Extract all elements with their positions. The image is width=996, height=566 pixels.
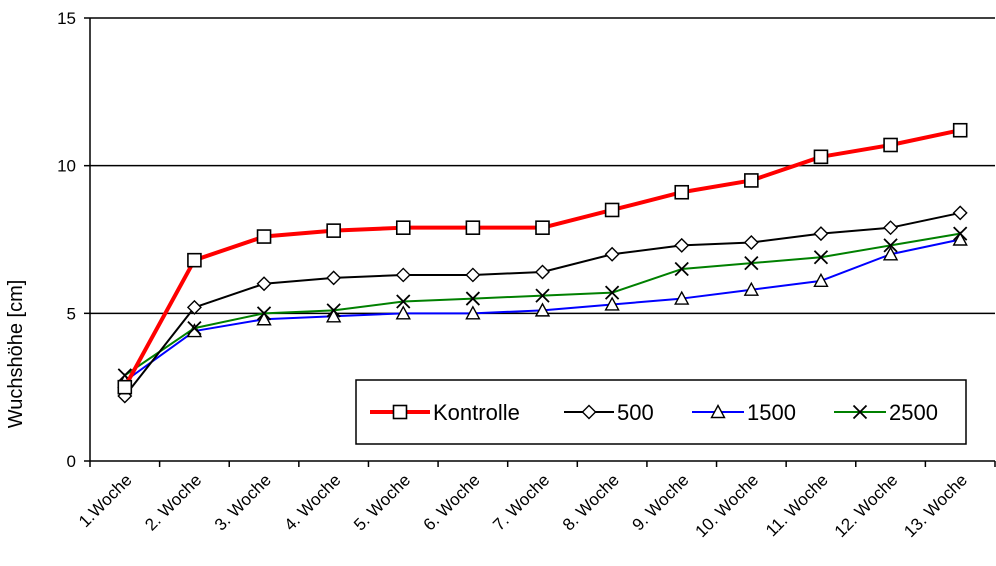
- data-point: [813, 250, 829, 265]
- data-point: [952, 122, 968, 138]
- data-point: [952, 231, 968, 246]
- y-axis-title: Wuchshöhe [cm]: [5, 280, 27, 429]
- legend-item-500: 500: [564, 400, 654, 425]
- data-point: [604, 202, 620, 218]
- data-point: [396, 294, 411, 309]
- data-point: [465, 220, 481, 235]
- x-tick-label: 2. Woche: [141, 470, 205, 534]
- x-tick-label: 3. Woche: [211, 470, 275, 534]
- data-point: [952, 205, 968, 221]
- data-point: [187, 320, 202, 336]
- y-tick-label: 10: [57, 157, 76, 176]
- data-point: [882, 246, 899, 261]
- x-tick-label: 5. Woche: [350, 470, 414, 534]
- data-point: [395, 267, 411, 283]
- legend-item-1500: 1500: [692, 400, 796, 425]
- data-point: [535, 220, 550, 235]
- data-point: [813, 226, 829, 242]
- data-point: [674, 261, 689, 277]
- x-tick-label: 12. Woche: [831, 470, 902, 541]
- x-axis: 1.Woche 2. Woche 3. Woche 4. Woche 5. Woche 6…: [75, 460, 996, 541]
- legend-marker: [392, 404, 408, 420]
- data-point: [813, 149, 829, 165]
- legend-marker: [852, 404, 868, 420]
- data-point: [395, 305, 411, 320]
- y-tick-label: 5: [67, 304, 76, 323]
- data-point: [465, 267, 481, 283]
- data-point: [256, 276, 272, 292]
- data-point: [465, 291, 481, 306]
- x-tick-label: 9. Woche: [629, 470, 693, 534]
- data-point: [604, 246, 620, 262]
- y-axis: 0 5 10 15: [57, 9, 91, 471]
- data-point: [674, 237, 690, 253]
- legend-label: Kontrolle: [433, 400, 520, 425]
- legend-label: 500: [617, 400, 654, 425]
- data-point: [534, 302, 551, 317]
- data-point: [256, 229, 272, 244]
- data-point: [604, 296, 620, 311]
- data-point: [883, 220, 899, 236]
- data-point: [744, 173, 759, 188]
- x-tick-label: 6. Woche: [420, 470, 484, 534]
- data-point: [256, 311, 272, 326]
- data-point: [674, 290, 690, 305]
- x-tick-label: 7. Woche: [489, 470, 553, 534]
- data-point: [674, 184, 690, 200]
- legend-label: 2500: [889, 400, 938, 425]
- data-point: [743, 281, 760, 296]
- legend-item-kontrolle: Kontrolle: [370, 400, 520, 425]
- series-layer: [117, 122, 968, 404]
- x-tick-label: 13. Woche: [900, 470, 971, 541]
- x-tick-label: 8. Woche: [559, 470, 623, 534]
- data-point: [813, 272, 829, 288]
- data-point: [743, 234, 759, 250]
- legend-marker: [581, 404, 597, 420]
- x-tick-label: 10. Woche: [691, 470, 762, 541]
- data-point: [325, 308, 342, 323]
- data-point: [326, 223, 341, 238]
- legend-item-2500: 2500: [834, 400, 938, 425]
- data-point: [326, 303, 341, 318]
- data-point: [186, 299, 202, 315]
- data-point: [535, 264, 550, 280]
- data-point: [187, 252, 202, 268]
- data-point: [117, 379, 133, 395]
- legend-label: 1500: [747, 400, 796, 425]
- data-point: [744, 255, 759, 271]
- series-2500: [117, 226, 968, 383]
- y-tick-label: 0: [67, 452, 76, 471]
- data-point: [604, 285, 620, 300]
- data-point: [395, 220, 411, 235]
- data-point: [326, 270, 342, 286]
- data-point: [256, 306, 272, 321]
- data-point: [535, 288, 550, 303]
- x-tick-label: 1.Woche: [75, 470, 136, 531]
- x-tick-label: 4. Woche: [280, 470, 344, 534]
- legend: Kontrolle 500 1500 2500: [355, 379, 967, 445]
- data-point: [883, 137, 898, 153]
- data-point: [953, 226, 968, 241]
- series-kontrolle: [117, 122, 968, 395]
- y-tick-label: 15: [57, 9, 76, 28]
- data-point: [883, 238, 898, 253]
- legend-marker: [710, 404, 726, 419]
- data-point: [465, 305, 481, 320]
- x-tick-label: 11. Woche: [762, 470, 832, 540]
